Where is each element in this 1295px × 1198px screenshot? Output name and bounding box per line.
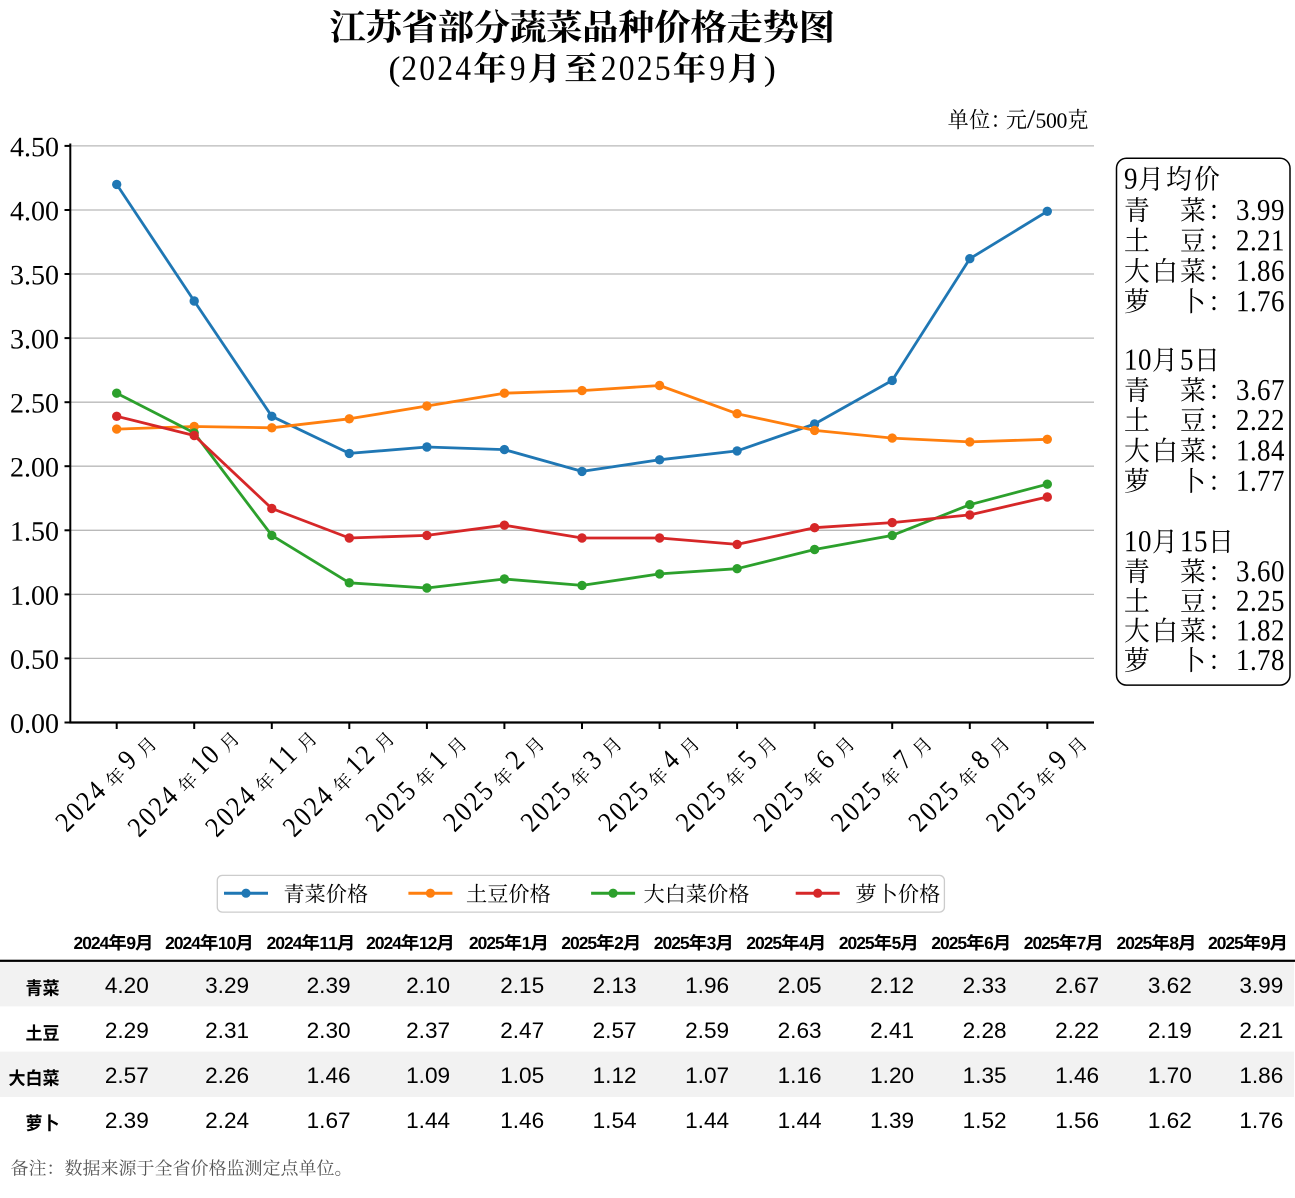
svg-text:2.31: 2.31 (205, 1018, 249, 1043)
svg-text:1.46: 1.46 (307, 1063, 351, 1088)
svg-text:1.44: 1.44 (406, 1108, 450, 1133)
svg-text:1.62: 1.62 (1148, 1108, 1192, 1133)
svg-text:1.16: 1.16 (778, 1063, 822, 1088)
svg-text:1.67: 1.67 (307, 1108, 351, 1133)
svg-text:1.44: 1.44 (778, 1108, 822, 1133)
svg-text:2.10: 2.10 (406, 973, 450, 998)
svg-text:2.67: 2.67 (1055, 973, 1099, 998)
svg-text:1.56: 1.56 (1055, 1108, 1099, 1133)
svg-text:2.26: 2.26 (205, 1063, 249, 1088)
svg-text:2.12: 2.12 (870, 973, 914, 998)
svg-text:2.21: 2.21 (1239, 1018, 1283, 1043)
svg-text:1.96: 1.96 (685, 973, 729, 998)
svg-text:2.59: 2.59 (685, 1018, 729, 1043)
svg-text:2.57: 2.57 (593, 1018, 637, 1043)
svg-text:2.24: 2.24 (205, 1108, 249, 1133)
svg-text:2.57: 2.57 (105, 1063, 149, 1088)
svg-text:2.13: 2.13 (593, 973, 637, 998)
svg-text:2.33: 2.33 (963, 973, 1007, 998)
svg-text:2.37: 2.37 (406, 1018, 450, 1043)
svg-text:1.39: 1.39 (870, 1108, 914, 1133)
svg-text:2.63: 2.63 (778, 1018, 822, 1043)
svg-text:3.29: 3.29 (205, 973, 249, 998)
svg-text:2.30: 2.30 (307, 1018, 351, 1043)
svg-text:2.19: 2.19 (1148, 1018, 1192, 1043)
svg-text:1.12: 1.12 (593, 1063, 637, 1088)
svg-text:1.54: 1.54 (593, 1108, 637, 1133)
svg-text:2.22: 2.22 (1055, 1018, 1099, 1043)
svg-text:1.05: 1.05 (500, 1063, 544, 1088)
svg-text:2.28: 2.28 (963, 1018, 1007, 1043)
svg-text:2.15: 2.15 (500, 973, 544, 998)
svg-text:2.41: 2.41 (870, 1018, 914, 1043)
svg-text:1.09: 1.09 (406, 1063, 450, 1088)
svg-text:1.35: 1.35 (963, 1063, 1007, 1088)
svg-text:1.20: 1.20 (870, 1063, 914, 1088)
svg-text:1.76: 1.76 (1239, 1108, 1283, 1133)
svg-text:1.52: 1.52 (963, 1108, 1007, 1133)
svg-text:3.62: 3.62 (1148, 973, 1192, 998)
svg-text:1.44: 1.44 (685, 1108, 729, 1133)
svg-text:1.86: 1.86 (1239, 1063, 1283, 1088)
svg-text:2.47: 2.47 (500, 1018, 544, 1043)
svg-text:3.99: 3.99 (1239, 973, 1283, 998)
svg-text:1.07: 1.07 (685, 1063, 729, 1088)
svg-text:2.29: 2.29 (105, 1018, 149, 1043)
svg-text:1.70: 1.70 (1148, 1063, 1192, 1088)
svg-text:4.20: 4.20 (105, 973, 149, 998)
svg-text:2.05: 2.05 (778, 973, 822, 998)
svg-text:1.46: 1.46 (1055, 1063, 1099, 1088)
svg-text:1.46: 1.46 (500, 1108, 544, 1133)
svg-text:2.39: 2.39 (105, 1108, 149, 1133)
svg-text:2.39: 2.39 (307, 973, 351, 998)
